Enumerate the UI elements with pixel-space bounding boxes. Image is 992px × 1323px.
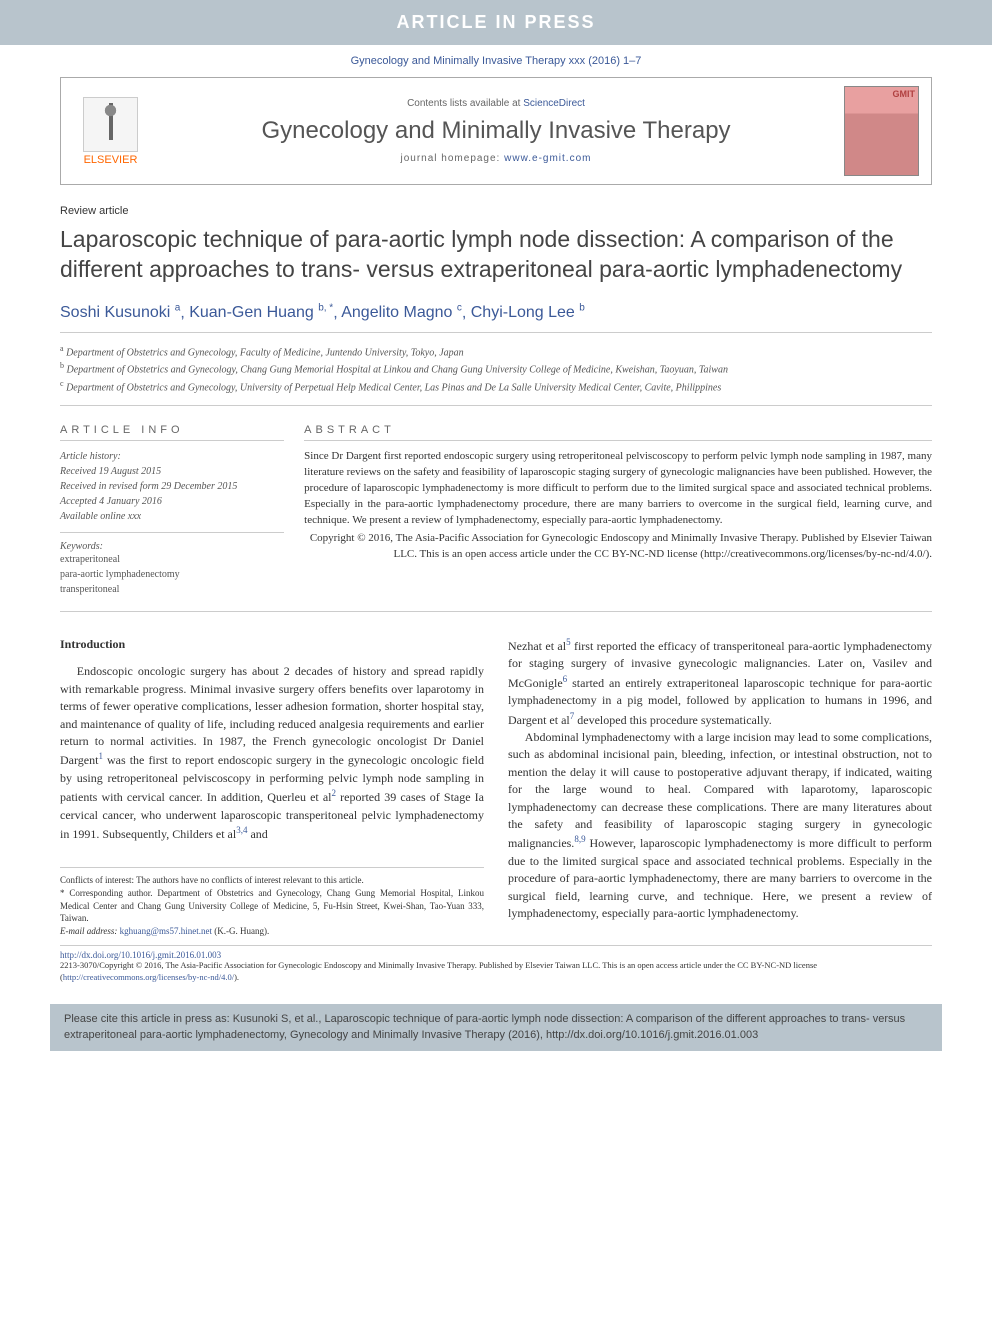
journal-header: ELSEVIER Contents lists available at Sci… [60,77,932,185]
ref-link[interactable]: 3,4 [236,827,247,841]
ref-link[interactable]: 8,9 [574,836,585,850]
top-citation: Gynecology and Minimally Invasive Therap… [0,45,992,77]
email-footnote: E-mail address: kghuang@ms57.hinet.net (… [60,925,484,938]
journal-cover-thumbnail: GMIT [844,86,919,176]
email-link[interactable]: kghuang@ms57.hinet.net [120,926,212,936]
author: Soshi Kusunoki a [60,304,180,321]
elsevier-tree-icon [83,97,138,152]
author: Kuan-Gen Huang b, * [189,304,333,321]
elsevier-logo: ELSEVIER [73,97,148,166]
homepage-link[interactable]: www.e-gmit.com [504,153,591,164]
doi-line: http://dx.doi.org/10.1016/j.gmit.2016.01… [60,945,932,984]
article-history: Article history: Received 19 August 2015… [60,449,284,533]
article-in-press-banner: ARTICLE IN PRESS [0,0,992,45]
gmit-logo-text: GMIT [893,89,916,99]
abstract: ABSTRACT Since Dr Dargent first reported… [304,424,932,597]
cc-license-link[interactable]: http://creativecommons.org/licenses/by-n… [704,548,926,560]
journal-name: Gynecology and Minimally Invasive Therap… [148,117,844,145]
article-info: ARTICLE INFO Article history: Received 1… [60,424,304,597]
bottom-copyright: 2213-3070/Copyright © 2016, The Asia-Pac… [60,960,932,984]
header-center: Contents lists available at ScienceDirec… [148,98,844,164]
info-abstract-row: ARTICLE INFO Article history: Received 1… [60,424,932,612]
author-list: Soshi Kusunoki a, Kuan-Gen Huang b, *, A… [60,303,932,333]
body-paragraph: Endoscopic oncologic surgery has about 2… [60,663,484,843]
body-paragraph: Nezhat et al5 first reported the efficac… [508,636,932,729]
cc-license-link[interactable]: http://creativecommons.org/licenses/by-n… [63,972,234,982]
article-title: Laparoscopic technique of para-aortic ly… [60,225,932,285]
footnotes: Conflicts of interest: The authors have … [60,867,484,937]
introduction-heading: Introduction [60,636,484,653]
keywords: extraperitoneal para-aortic lymphadenect… [60,552,284,597]
body-paragraph: Abdominal lymphadenectomy with a large i… [508,729,932,922]
right-column: Nezhat et al5 first reported the efficac… [508,636,932,937]
author: Chyi-Long Lee b [471,304,585,321]
body-columns: Introduction Endoscopic oncologic surger… [60,636,932,937]
conflicts-footnote: Conflicts of interest: The authors have … [60,874,484,887]
doi-link[interactable]: http://dx.doi.org/10.1016/j.gmit.2016.01… [60,950,221,960]
author: Angelito Magno c [341,304,462,321]
elsevier-label: ELSEVIER [84,154,138,166]
article-content: Review article Laparoscopic technique of… [0,185,992,994]
affiliation: b Department of Obstetrics and Gynecolog… [60,360,932,377]
abstract-copyright: Copyright © 2016, The Asia-Pacific Assoc… [304,531,932,563]
affiliation: c Department of Obstetrics and Gynecolog… [60,378,932,395]
corresponding-footnote: * Corresponding author. Department of Ob… [60,887,484,925]
left-column: Introduction Endoscopic oncologic surger… [60,636,484,937]
sciencedirect-link[interactable]: ScienceDirect [523,98,585,109]
affiliations: a Department of Obstetrics and Gynecolog… [60,343,932,406]
contents-available: Contents lists available at ScienceDirec… [148,98,844,109]
article-info-head: ARTICLE INFO [60,424,284,441]
affiliation: a Department of Obstetrics and Gynecolog… [60,343,932,360]
article-type: Review article [60,205,932,217]
keywords-label: Keywords: [60,541,284,552]
cite-this-article-box: Please cite this article in press as: Ku… [50,1004,942,1051]
abstract-text: Since Dr Dargent first reported endoscop… [304,449,932,529]
abstract-head: ABSTRACT [304,424,932,441]
journal-homepage: journal homepage: www.e-gmit.com [148,153,844,164]
